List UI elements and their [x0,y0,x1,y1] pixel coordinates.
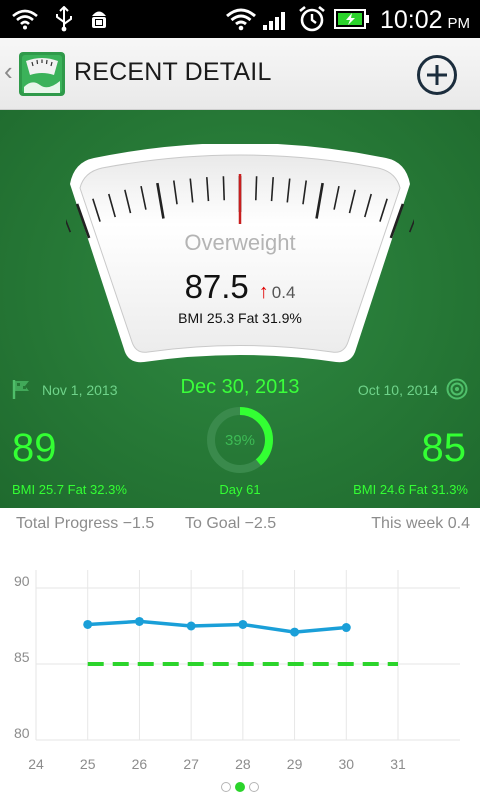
progress-ring-fill [207,407,273,473]
weight-point[interactable] [290,627,300,637]
clock: 10:02 PM [380,0,470,38]
page-dot[interactable] [235,782,245,792]
weight-point[interactable] [341,623,351,633]
weight-line [87,619,347,634]
scale-tick [66,218,72,233]
this-week: This week 0.4 [371,515,470,532]
target-icon [446,378,468,400]
weight-point[interactable] [238,619,248,629]
summary-row: Total Progress −1.5 To Goal −2.5 This we… [0,508,480,540]
status-bar: 10:02 PM [0,0,480,38]
signal-icon [262,0,290,38]
x-tick-label: 25 [80,756,96,772]
current-weight: 87.5 [184,268,249,305]
goal-date: Oct 10, 2014 [357,382,438,398]
scale-tick [286,178,291,203]
scale-tick [75,203,91,239]
up-arrow-icon: ↑ [258,281,269,303]
scale-tick [302,180,308,205]
weight-status: Overweight [184,230,296,255]
weight-point[interactable] [186,621,196,631]
x-tick-label: 29 [287,756,303,772]
current-date[interactable]: Dec 30, 2013 [180,376,300,398]
day-count: Day 61 [219,482,261,497]
goal-weight: 85 [421,426,467,470]
scale-tick [348,189,356,214]
scale-tick [389,203,405,239]
weight-panel: Overweight 87.5 ↑ 0.4 BMI 25.3 Fat 31.9%… [0,110,480,508]
alarm-icon [298,0,326,38]
add-button[interactable] [416,54,458,96]
battery-charging-icon [334,0,370,38]
x-tick-label: 26 [132,756,148,772]
scale-dial [66,144,414,363]
page-dot[interactable] [221,782,231,792]
back-chevron-icon[interactable]: ‹ [4,56,13,86]
scale-tick [408,218,414,233]
scale-tick [222,176,226,201]
x-tick-label: 31 [390,756,406,772]
wifi-icon [12,0,38,38]
page-title: RECENT DETAIL [74,58,272,86]
y-tick-label: 90 [14,573,30,589]
wifi-icon [226,0,256,38]
to-goal: To Goal −2.5 [185,515,277,532]
scale-tick [254,176,258,201]
weight-chart[interactable]: 24 25 26 27 28 29 30 31 90 85 80 [0,540,480,776]
weight-point[interactable] [83,619,93,629]
goal-bmi-fat: BMI 24.6 Fat 31.3% [353,482,468,497]
scale-tick [379,198,388,222]
add-circle-icon [417,55,457,95]
weight-delta: 0.4 [271,283,296,302]
start-flag-icon [12,380,29,399]
page-indicator [0,782,480,792]
start-bmi-fat: BMI 25.7 Fat 32.3% [12,482,127,497]
action-bar: ‹ RECENT DETAIL [0,38,480,110]
scale-tick [189,178,194,203]
x-tick-label: 24 [28,756,44,772]
scale-tick [107,193,116,218]
x-tick-label: 30 [338,756,354,772]
x-tick-label: 27 [183,756,199,772]
progress-ring [207,407,273,473]
scale-tick [92,198,101,222]
start-date: Nov 1, 2013 [42,382,118,398]
y-tick-label: 80 [14,725,30,741]
current-bmi-fat: BMI 25.3 Fat 31.9% [178,310,302,326]
x-tick-label: 28 [235,756,251,772]
usb-icon [54,0,74,38]
weight-readout: 87.5 ↑ 0.4 [66,268,414,306]
weight-point[interactable] [134,616,144,626]
scale-tick [364,193,373,218]
y-tick-label: 85 [14,649,30,665]
clock-ampm: PM [447,15,471,32]
scale-tick [124,189,132,214]
progress-percent: 39% [224,431,256,449]
scale-tick [172,180,178,205]
scale-tick [270,177,274,202]
clock-time: 10:02 [379,6,443,34]
scale-tick [333,185,340,210]
android-debug-icon [88,0,110,38]
total-progress: Total Progress −1.5 [16,515,155,532]
scale-tick [156,182,165,219]
scale-app-icon[interactable] [18,51,66,97]
start-weight: 89 [12,426,57,470]
scale-tick [140,185,147,210]
scale-tick [206,177,210,202]
scale-tick [315,182,324,219]
page-dot[interactable] [249,782,259,792]
